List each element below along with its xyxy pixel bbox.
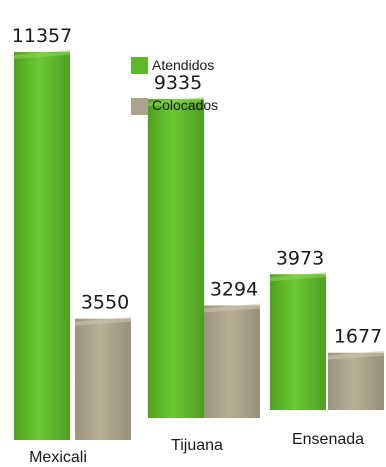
- bar-cap-atendidos-tijuana: [148, 97, 204, 107]
- data-label-atendidos-mexicali: 11357: [12, 25, 72, 47]
- legend-label-atendidos: Atendidos: [152, 57, 214, 73]
- category-label-ensenada: Ensenada: [292, 431, 364, 448]
- bar-cap-colocados-ensenada: [328, 350, 384, 360]
- data-label-colocados-ensenada: 1677: [334, 326, 382, 348]
- bar-colocados-tijuana: [204, 305, 260, 418]
- bar-atendidos-tijuana: [148, 99, 204, 418]
- category-label-mexicali: Mexicali: [29, 449, 87, 466]
- bar-atendidos-mexicali: [14, 52, 70, 440]
- bar-cap-atendidos-mexicali: [14, 50, 70, 59]
- legend-label-colocados: Colocados: [152, 97, 218, 113]
- data-label-colocados-mexicali: 3550: [81, 292, 129, 314]
- bar-cap-colocados-mexicali: [75, 316, 131, 326]
- bars-group: 11357 3550 Mexicali 9335 3294 Tijuana 3973 1677…: [12, 25, 384, 466]
- bar-atendidos-ensenada: [270, 274, 326, 410]
- bar-colocados-ensenada: [328, 352, 384, 410]
- bar-colocados-mexicali: [75, 318, 131, 440]
- data-label-atendidos-ensenada: 3973: [276, 247, 324, 269]
- legend: Atendidos Colocados: [131, 57, 218, 115]
- legend-swatch-colocados: [131, 98, 148, 115]
- bar-cap-atendidos-ensenada: [270, 272, 326, 282]
- category-label-tijuana: Tijuana: [171, 437, 223, 454]
- data-label-colocados-tijuana: 3294: [210, 278, 258, 300]
- legend-swatch-atendidos: [131, 57, 148, 74]
- data-label-atendidos-tijuana: 9335: [154, 72, 202, 94]
- bar-cap-colocados-tijuana: [204, 303, 260, 313]
